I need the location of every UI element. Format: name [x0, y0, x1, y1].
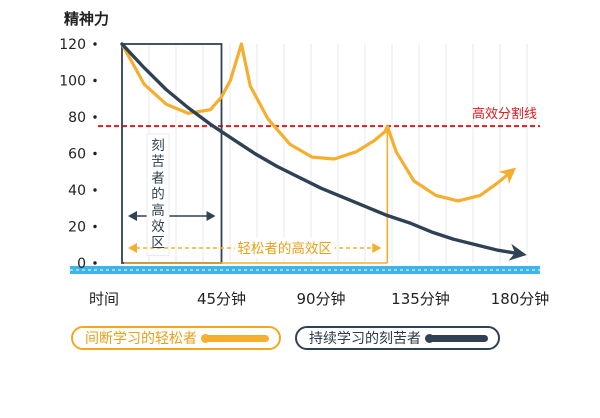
diligent-zone-label-char: 区: [151, 235, 165, 251]
x-tick-label: 135分钟: [391, 290, 450, 308]
legend-label-continuous: 持续学习的刻苦者: [309, 331, 421, 347]
y-tick-dot: [93, 188, 97, 192]
series-line-continuous: [120, 42, 527, 261]
diligent-zone-label-char: 的: [151, 187, 165, 203]
diligent-zone-label-char: 刻: [151, 138, 165, 154]
y-tick-label: 0: [77, 256, 86, 272]
y-tick-label: 120: [59, 37, 86, 53]
legend-label-intermittent: 间断学习的轻松者: [85, 331, 197, 347]
y-tick-label: 100: [59, 74, 86, 90]
legend-swatch-intermittent: [201, 333, 269, 343]
y-tick-label: 60: [68, 147, 86, 163]
x-tick-label: 45分钟: [197, 290, 246, 308]
diligent-zone-box: [121, 43, 223, 264]
y-tick-dot: [93, 42, 97, 46]
y-tick-dot: [93, 115, 97, 119]
diligent-zone-label-char: 高: [151, 202, 165, 219]
relaxed-zone-arrow-right: [372, 243, 382, 253]
x-tick-label: 时间: [89, 290, 119, 308]
diligent-zone-arrow-right: [206, 211, 216, 221]
x-tick-label: 180分钟: [491, 290, 550, 308]
diligent-zone-label-char: 者: [151, 170, 165, 186]
y-tick-label: 20: [68, 220, 86, 236]
y-tick-label: 80: [68, 110, 86, 126]
diligent-zone-label-char: 效: [151, 219, 165, 235]
y-tick-dot: [93, 78, 97, 83]
series-line-intermittent: [120, 42, 517, 203]
legend-swatch-continuous: [425, 333, 488, 343]
diligent-zone-label-char: 苦: [151, 154, 165, 170]
y-tick-dot: [93, 151, 97, 156]
y-tick-dot: [93, 261, 97, 265]
relaxed-zone-label: 轻松者的高效区: [237, 240, 332, 257]
y-tick-label: 40: [68, 183, 86, 199]
diligent-zone-label-bg: [146, 133, 170, 256]
x-tick-label: 90分钟: [296, 290, 345, 308]
legend-item-intermittent: 间断学习的轻松者: [71, 326, 281, 350]
diligent-zone-arrow-left: [128, 211, 137, 221]
y-axis-title: 精神力: [64, 10, 109, 28]
relaxed-zone-arrow-left: [128, 243, 137, 253]
relaxed-zone-label-bg: [234, 238, 335, 258]
efficiency-threshold-label: 高效分割线: [472, 106, 537, 122]
legend-item-continuous: 持续学习的刻苦者: [295, 326, 500, 350]
y-tick-dot: [93, 224, 97, 229]
